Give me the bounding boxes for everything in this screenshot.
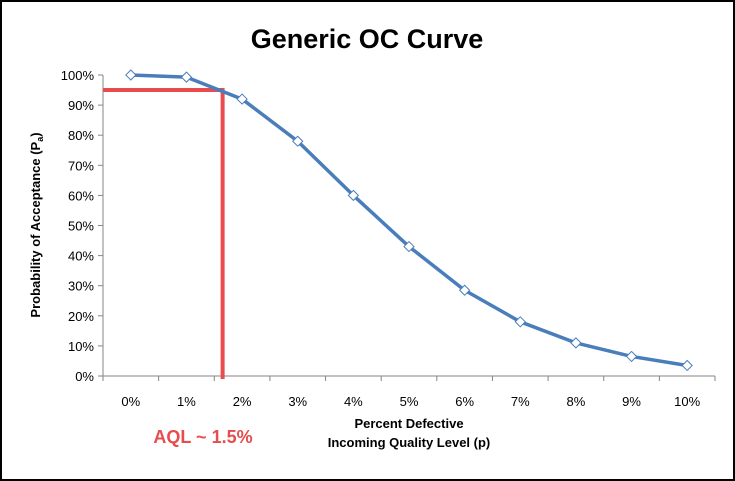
x-tick-label: 8% (567, 394, 586, 409)
x-tick-label: 6% (455, 394, 474, 409)
y-tick-label: 30% (68, 279, 94, 294)
y-axis-title-subscript: a (35, 136, 45, 142)
y-tick-label: 20% (68, 309, 94, 324)
data-point-marker (125, 69, 137, 81)
data-point-marker (180, 71, 193, 83)
aql-label: AQL ~ 1.5% (153, 427, 252, 447)
x-tick-label: 3% (288, 394, 307, 409)
x-tick-label: 0% (121, 394, 140, 409)
series-line (130, 73, 688, 368)
y-tick-label: 50% (68, 219, 94, 234)
x-axis-title: Percent Defective (354, 416, 463, 431)
y-axis-title: Probability of Acceptance (Pa) (28, 132, 45, 317)
x-axis-title-line2: Incoming Quality Level (p) (328, 435, 491, 450)
y-axis-title-close: ) (28, 132, 43, 136)
data-point-marker (236, 93, 248, 105)
y-axis-title-main: Probability of Acceptance (P (28, 141, 43, 317)
data-point-marker (570, 337, 582, 349)
y-tick-label: 0% (75, 369, 94, 384)
y-tick-label: 70% (68, 158, 94, 173)
y-tick-label: 40% (68, 249, 94, 264)
data-point-marker (681, 359, 693, 372)
data-point-marker (292, 135, 304, 147)
x-tick-label: 7% (511, 394, 530, 409)
x-tick-label: 1% (177, 394, 196, 409)
y-tick-label: 100% (61, 68, 95, 83)
data-point-marker (625, 350, 638, 363)
data-point-marker (403, 240, 415, 253)
chart-title: Generic OC Curve (251, 24, 484, 54)
x-tick-label: 2% (233, 394, 252, 409)
x-tick-label: 10% (674, 394, 700, 409)
data-point-marker (347, 189, 360, 202)
y-tick-label: 60% (68, 188, 94, 203)
y-tick-label: 10% (68, 339, 94, 354)
data-point-marker (458, 284, 471, 296)
x-tick-label: 9% (622, 394, 641, 409)
y-tick-label: 90% (68, 98, 94, 113)
x-tick-label: 5% (400, 394, 419, 409)
data-point-marker (514, 316, 526, 328)
y-tick-label: 80% (68, 128, 94, 143)
x-tick-label: 4% (344, 394, 363, 409)
